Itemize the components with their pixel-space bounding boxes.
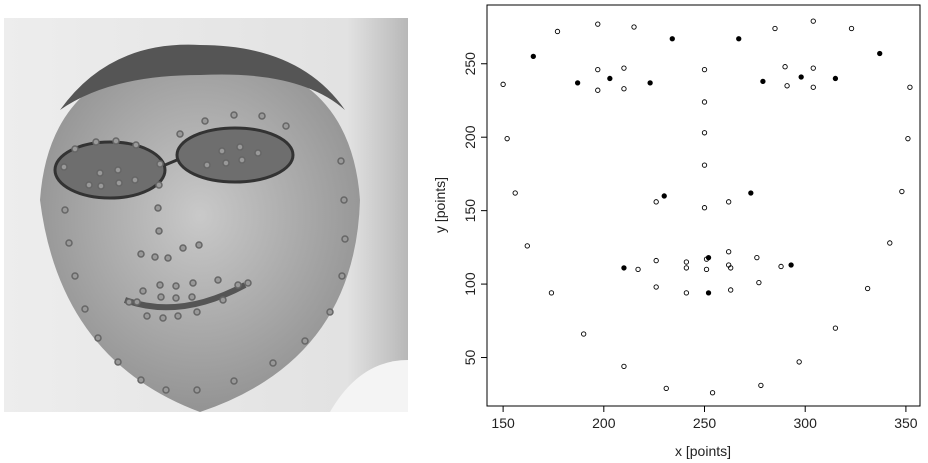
x-axis-label: x [points] [675, 443, 731, 459]
point [669, 36, 675, 42]
point [705, 290, 712, 296]
x-tick-label: 250 [693, 415, 717, 431]
point [500, 81, 506, 87]
point [524, 243, 530, 249]
x-tick-label: 150 [491, 415, 515, 431]
point [621, 65, 627, 71]
point [621, 86, 627, 92]
point [905, 136, 911, 142]
point [595, 87, 601, 93]
point [728, 287, 734, 293]
point [653, 257, 659, 264]
x-tick-label: 350 [894, 415, 918, 431]
point [607, 75, 613, 82]
point [810, 18, 816, 24]
point [848, 25, 855, 32]
point [512, 190, 518, 196]
point [810, 65, 816, 71]
point [726, 199, 732, 205]
plot-frame [486, 4, 921, 407]
point [907, 84, 913, 90]
point [810, 84, 816, 90]
point [798, 74, 804, 80]
point [548, 290, 555, 296]
point [760, 78, 766, 85]
point [701, 205, 708, 211]
point [595, 21, 601, 27]
y-tick-label: 200 [462, 125, 478, 149]
y-axis-label: y [points] [432, 177, 448, 233]
point [701, 99, 708, 105]
point [663, 385, 669, 392]
point [703, 266, 710, 273]
point [647, 80, 653, 86]
point [887, 240, 893, 246]
y-tick-label: 100 [462, 272, 478, 296]
point [635, 266, 641, 273]
point [683, 290, 690, 296]
point [726, 249, 732, 255]
point [595, 66, 601, 73]
point [661, 193, 667, 199]
point [574, 80, 581, 86]
point [748, 190, 754, 196]
point [832, 75, 839, 82]
point [728, 265, 734, 271]
point [701, 130, 708, 136]
point [832, 325, 839, 331]
point [631, 24, 637, 30]
point [877, 50, 883, 57]
point [864, 285, 871, 292]
point [782, 64, 788, 70]
face-photo [4, 18, 408, 412]
point [683, 265, 690, 271]
point [736, 36, 742, 42]
point [621, 363, 627, 369]
point [899, 188, 905, 195]
point [796, 359, 802, 365]
point [530, 53, 536, 60]
point [758, 382, 764, 389]
y-tick-label: 50 [462, 350, 478, 366]
point [788, 262, 794, 268]
y-tick-label: 150 [462, 199, 478, 223]
point [653, 199, 659, 205]
point [621, 265, 627, 271]
point [701, 162, 708, 168]
point [756, 279, 762, 286]
x-tick-label: 200 [592, 415, 616, 431]
point [653, 284, 659, 290]
point [772, 25, 778, 32]
point [709, 390, 716, 396]
point [784, 83, 790, 89]
y-tick-label: 250 [462, 52, 478, 76]
x-tick-label: 300 [794, 415, 818, 431]
point [701, 66, 708, 73]
point [754, 254, 760, 261]
point [581, 331, 587, 337]
point [778, 263, 784, 270]
point [705, 254, 712, 261]
point [554, 28, 561, 35]
point [683, 259, 690, 265]
point [504, 136, 510, 142]
